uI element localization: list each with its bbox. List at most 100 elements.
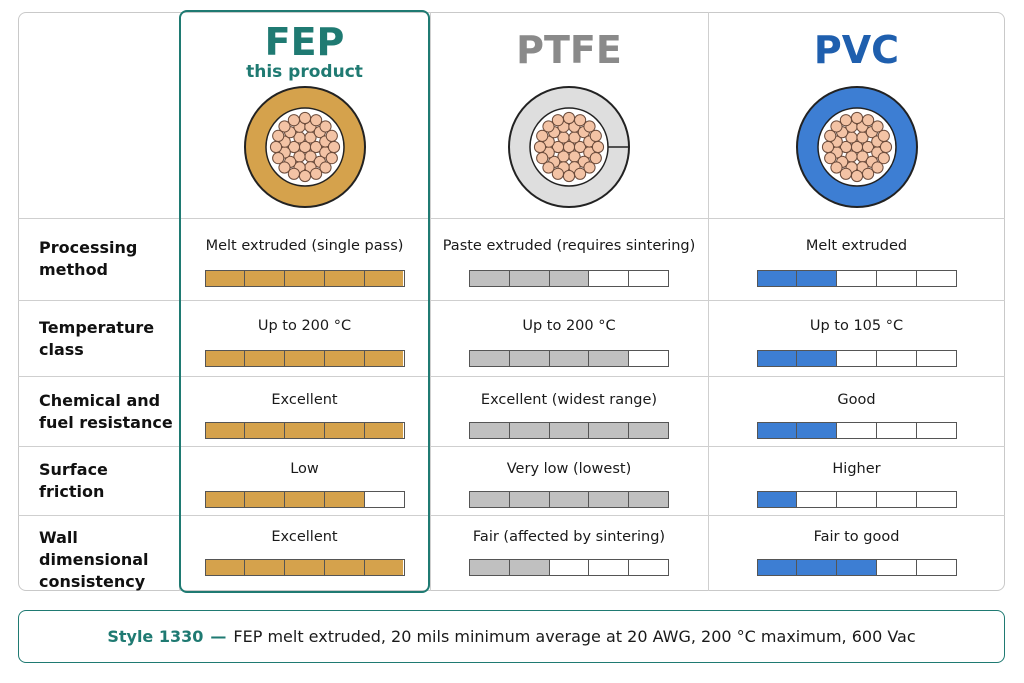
rating-segment-filled — [285, 423, 325, 438]
rating-segment-filled — [470, 560, 510, 575]
cell-text: Up to 105 °C — [809, 318, 904, 334]
rating-segment-filled — [589, 492, 630, 507]
rating-segment-filled — [205, 423, 246, 438]
row-label: Chemical and fuel resistance — [39, 391, 173, 432]
cell-text: Paste extruded (requires sintering) — [442, 238, 696, 254]
rating-bar — [204, 491, 405, 508]
rating-segment-filled — [549, 351, 590, 366]
rating-bar — [756, 559, 957, 576]
rating-segment-empty — [629, 271, 668, 286]
cell-text: Up to 200 °C — [257, 318, 352, 334]
rating-segment-filled — [509, 423, 550, 438]
rating-segment-filled — [324, 423, 365, 438]
rating-segment-filled — [757, 351, 798, 366]
rating-segment-filled — [364, 560, 404, 575]
rating-segment-filled — [589, 351, 630, 366]
rating-segment-filled — [205, 351, 246, 366]
rating-segment-filled — [285, 492, 325, 507]
rating-segment-filled — [364, 351, 404, 366]
rating-segment-filled — [324, 560, 365, 575]
rating-segment-filled — [470, 271, 510, 286]
rating-segment-empty — [837, 351, 877, 366]
cell-text: Very low (lowest) — [506, 461, 632, 477]
cell-text: Excellent — [271, 529, 338, 545]
rating-segment-filled — [470, 492, 510, 507]
column-subtitle: this product — [246, 62, 363, 82]
rating-bar — [469, 491, 669, 508]
rating-segment-filled — [797, 351, 838, 366]
cell-text: Fair to good — [813, 529, 900, 545]
rating-segment-filled — [245, 423, 286, 438]
rating-segment-filled — [629, 423, 668, 438]
rating-segment-empty — [589, 271, 630, 286]
rating-segment-filled — [285, 560, 325, 575]
cell-text: Fair (affected by sintering) — [472, 529, 666, 545]
rating-segment-filled — [797, 560, 838, 575]
rating-bar — [756, 422, 957, 439]
rating-segment-filled — [470, 423, 510, 438]
rating-segment-empty — [589, 560, 630, 575]
rating-segment-filled — [549, 492, 590, 507]
cell-text: Melt extruded (single pass) — [205, 238, 404, 254]
footer-style-label: Style 1330 — [107, 627, 204, 646]
rating-segment-empty — [916, 423, 956, 438]
rating-segment-filled — [549, 271, 590, 286]
column-title: FEP — [264, 20, 345, 64]
rating-segment-filled — [509, 560, 550, 575]
cell-text: Low — [290, 461, 319, 477]
rating-bar — [469, 350, 669, 367]
rating-segment-empty — [916, 560, 956, 575]
rating-segment-empty — [837, 423, 877, 438]
rating-segment-filled — [470, 351, 510, 366]
rating-bar — [469, 559, 669, 576]
rating-segment-filled — [837, 560, 877, 575]
row-label: Wall dimensional consistency — [39, 528, 149, 591]
rating-bar — [204, 270, 405, 287]
rating-segment-filled — [549, 423, 590, 438]
rating-segment-empty — [549, 560, 590, 575]
rating-segment-empty — [916, 351, 956, 366]
rating-segment-filled — [285, 271, 325, 286]
rating-segment-filled — [324, 271, 365, 286]
column-header-fep: FEP this product — [179, 22, 430, 82]
column-title: PTFE — [516, 28, 622, 72]
rating-bar — [756, 491, 957, 508]
rating-segment-empty — [876, 492, 917, 507]
rating-segment-filled — [509, 492, 550, 507]
rating-segment-filled — [757, 271, 798, 286]
row-label: Temperature class — [39, 318, 155, 359]
rating-segment-empty — [364, 492, 404, 507]
rating-segment-empty — [629, 351, 668, 366]
rating-segment-filled — [589, 423, 630, 438]
footer-note: Style 1330 — FEP melt extruded, 20 mils … — [18, 610, 1005, 663]
rating-segment-filled — [245, 492, 286, 507]
rating-segment-filled — [629, 492, 668, 507]
rating-segment-empty — [629, 560, 668, 575]
rating-segment-empty — [916, 492, 956, 507]
cell-text: Melt extruded — [805, 238, 908, 254]
rating-bar — [469, 270, 669, 287]
rating-segment-filled — [797, 271, 838, 286]
rating-bar — [756, 350, 957, 367]
rating-segment-filled — [509, 271, 550, 286]
rating-segment-filled — [245, 271, 286, 286]
rating-segment-filled — [757, 492, 798, 507]
rating-segment-empty — [837, 492, 877, 507]
rating-segment-empty — [876, 271, 917, 286]
row-divider — [18, 446, 1005, 447]
rating-segment-filled — [364, 423, 404, 438]
rating-segment-empty — [916, 271, 956, 286]
rating-segment-empty — [876, 560, 917, 575]
row-divider — [18, 218, 1005, 219]
rating-segment-filled — [205, 271, 246, 286]
rating-segment-filled — [757, 423, 798, 438]
rating-segment-filled — [364, 271, 404, 286]
column-header-pvc: PVC — [708, 30, 1005, 70]
cell-text: Excellent (widest range) — [480, 392, 658, 408]
rating-bar — [756, 270, 957, 287]
rating-segment-filled — [797, 423, 838, 438]
row-divider — [18, 300, 1005, 301]
rating-bar — [204, 559, 405, 576]
rating-bar — [469, 422, 669, 439]
rating-segment-filled — [509, 351, 550, 366]
